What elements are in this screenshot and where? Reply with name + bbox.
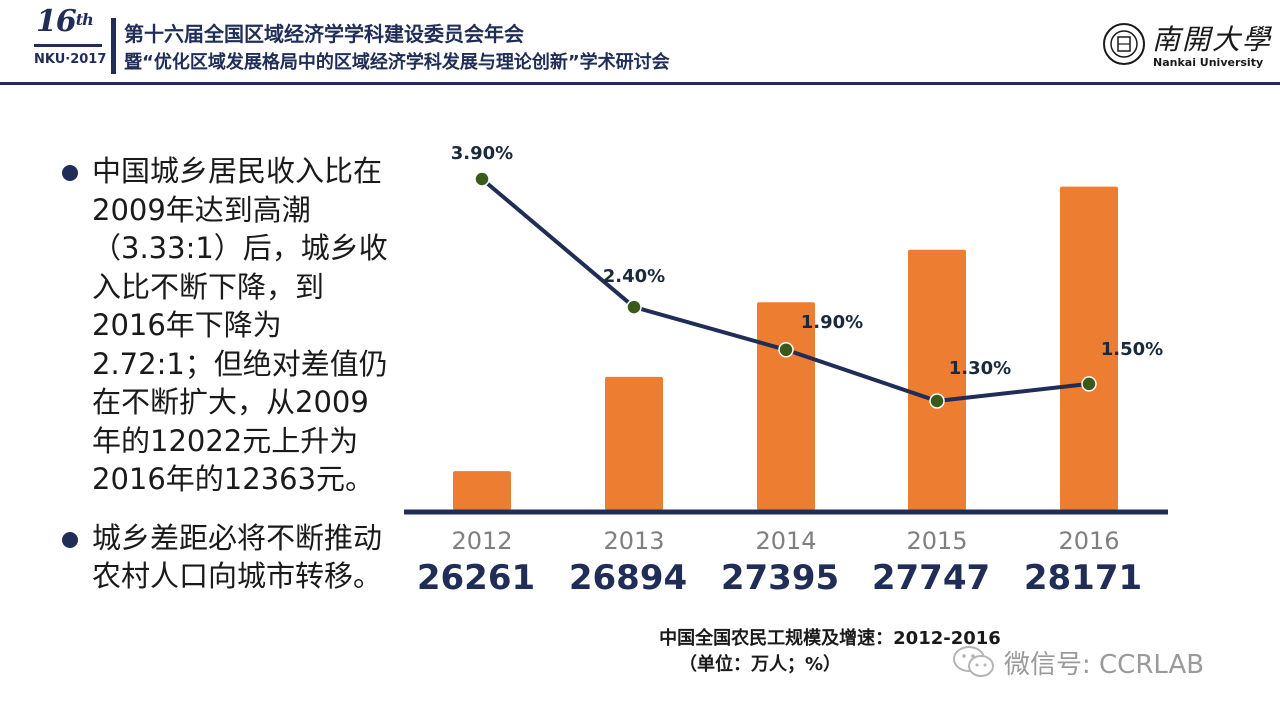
point-2014 (778, 342, 794, 358)
bullet-item: 中国城乡居民收入比在2009年达到高潮（3.33:1）后，城乡收入比不断下降，到… (60, 152, 390, 499)
symposium-title: 暨“优化区域发展格局中的区域经济学科发展与理论创新”学术研讨会 (124, 52, 670, 73)
bar-2016 (1060, 186, 1118, 510)
chart-subtitle: （单位：万人；%） (678, 654, 842, 675)
point-2016 (1081, 376, 1097, 392)
bar-series (453, 186, 1118, 510)
conference-title: 第十六届全国区域经济学学科建设委员会年会 (124, 22, 524, 46)
header-divider (0, 82, 1280, 85)
bar-2012 (453, 471, 511, 510)
logo-underline (34, 44, 102, 47)
slide-header: 16th NKU·2017 第十六届全国区域经济学学科建设委员会年会 暨“优化区… (0, 0, 1280, 82)
wechat-icon (953, 646, 994, 677)
growth-label-2012: 3.90% (451, 143, 513, 164)
chart-title: 中国全国农民工规模及增速：2012-2016 (659, 628, 1001, 649)
bullet-item: 城乡差距必将不断推动农村人口向城市转移。 (60, 519, 390, 596)
conference-logo-sub: NKU·2017 (34, 52, 107, 67)
growth-label-2013: 2.40% (603, 266, 665, 287)
growth-label-2014: 1.90% (801, 312, 863, 333)
university-seal-icon (1103, 23, 1145, 65)
growth-line-series (474, 171, 1097, 409)
bar-2013 (605, 376, 663, 510)
bullet-text: 城乡差距必将不断推动农村人口向城市转移。 (92, 520, 383, 594)
growth-label-2016: 1.50% (1101, 339, 1163, 360)
value-label-2016: 28171 (1024, 558, 1142, 598)
bullet-text: 中国城乡居民收入比在2009年达到高潮（3.33:1）后，城乡收入比不断下降，到… (92, 154, 388, 496)
value-label-2012: 26261 (417, 558, 535, 598)
year-label-2016: 2016 (1058, 527, 1119, 555)
value-label-2015: 27747 (872, 558, 990, 598)
bullet-list: 中国城乡居民收入比在2009年达到高潮（3.33:1）后，城乡收入比不断下降，到… (60, 152, 390, 596)
bullet-dot-icon (62, 165, 78, 181)
point-2012 (474, 171, 490, 187)
year-label-2015: 2015 (906, 527, 967, 555)
value-label-2013: 26894 (569, 558, 687, 598)
bar-2015 (908, 249, 966, 510)
year-label-2012: 2012 (451, 527, 512, 555)
university-name-cn: 南開大學 (1152, 23, 1273, 56)
university-name-en: Nankai University (1153, 56, 1264, 69)
header-accent-bar (111, 18, 116, 74)
watermark-text: 微信号: CCRLAB (1004, 649, 1205, 680)
year-label-2014: 2014 (755, 527, 816, 555)
value-label-2014: 27395 (721, 558, 839, 598)
growth-label-2015: 1.30% (949, 358, 1011, 379)
point-2013 (626, 299, 642, 315)
year-label-2013: 2013 (603, 527, 664, 555)
bullet-dot-icon (62, 531, 78, 548)
bar-2014 (757, 302, 815, 510)
wechat-watermark: 微信号: CCRLAB (952, 642, 1204, 682)
chart-labels: 3.90% 2.40% 1.90% 1.30% 1.50% 2012 2013 2014 201… (417, 143, 1163, 598)
point-2015 (929, 393, 945, 409)
conference-logo-number: 16th (36, 4, 94, 39)
